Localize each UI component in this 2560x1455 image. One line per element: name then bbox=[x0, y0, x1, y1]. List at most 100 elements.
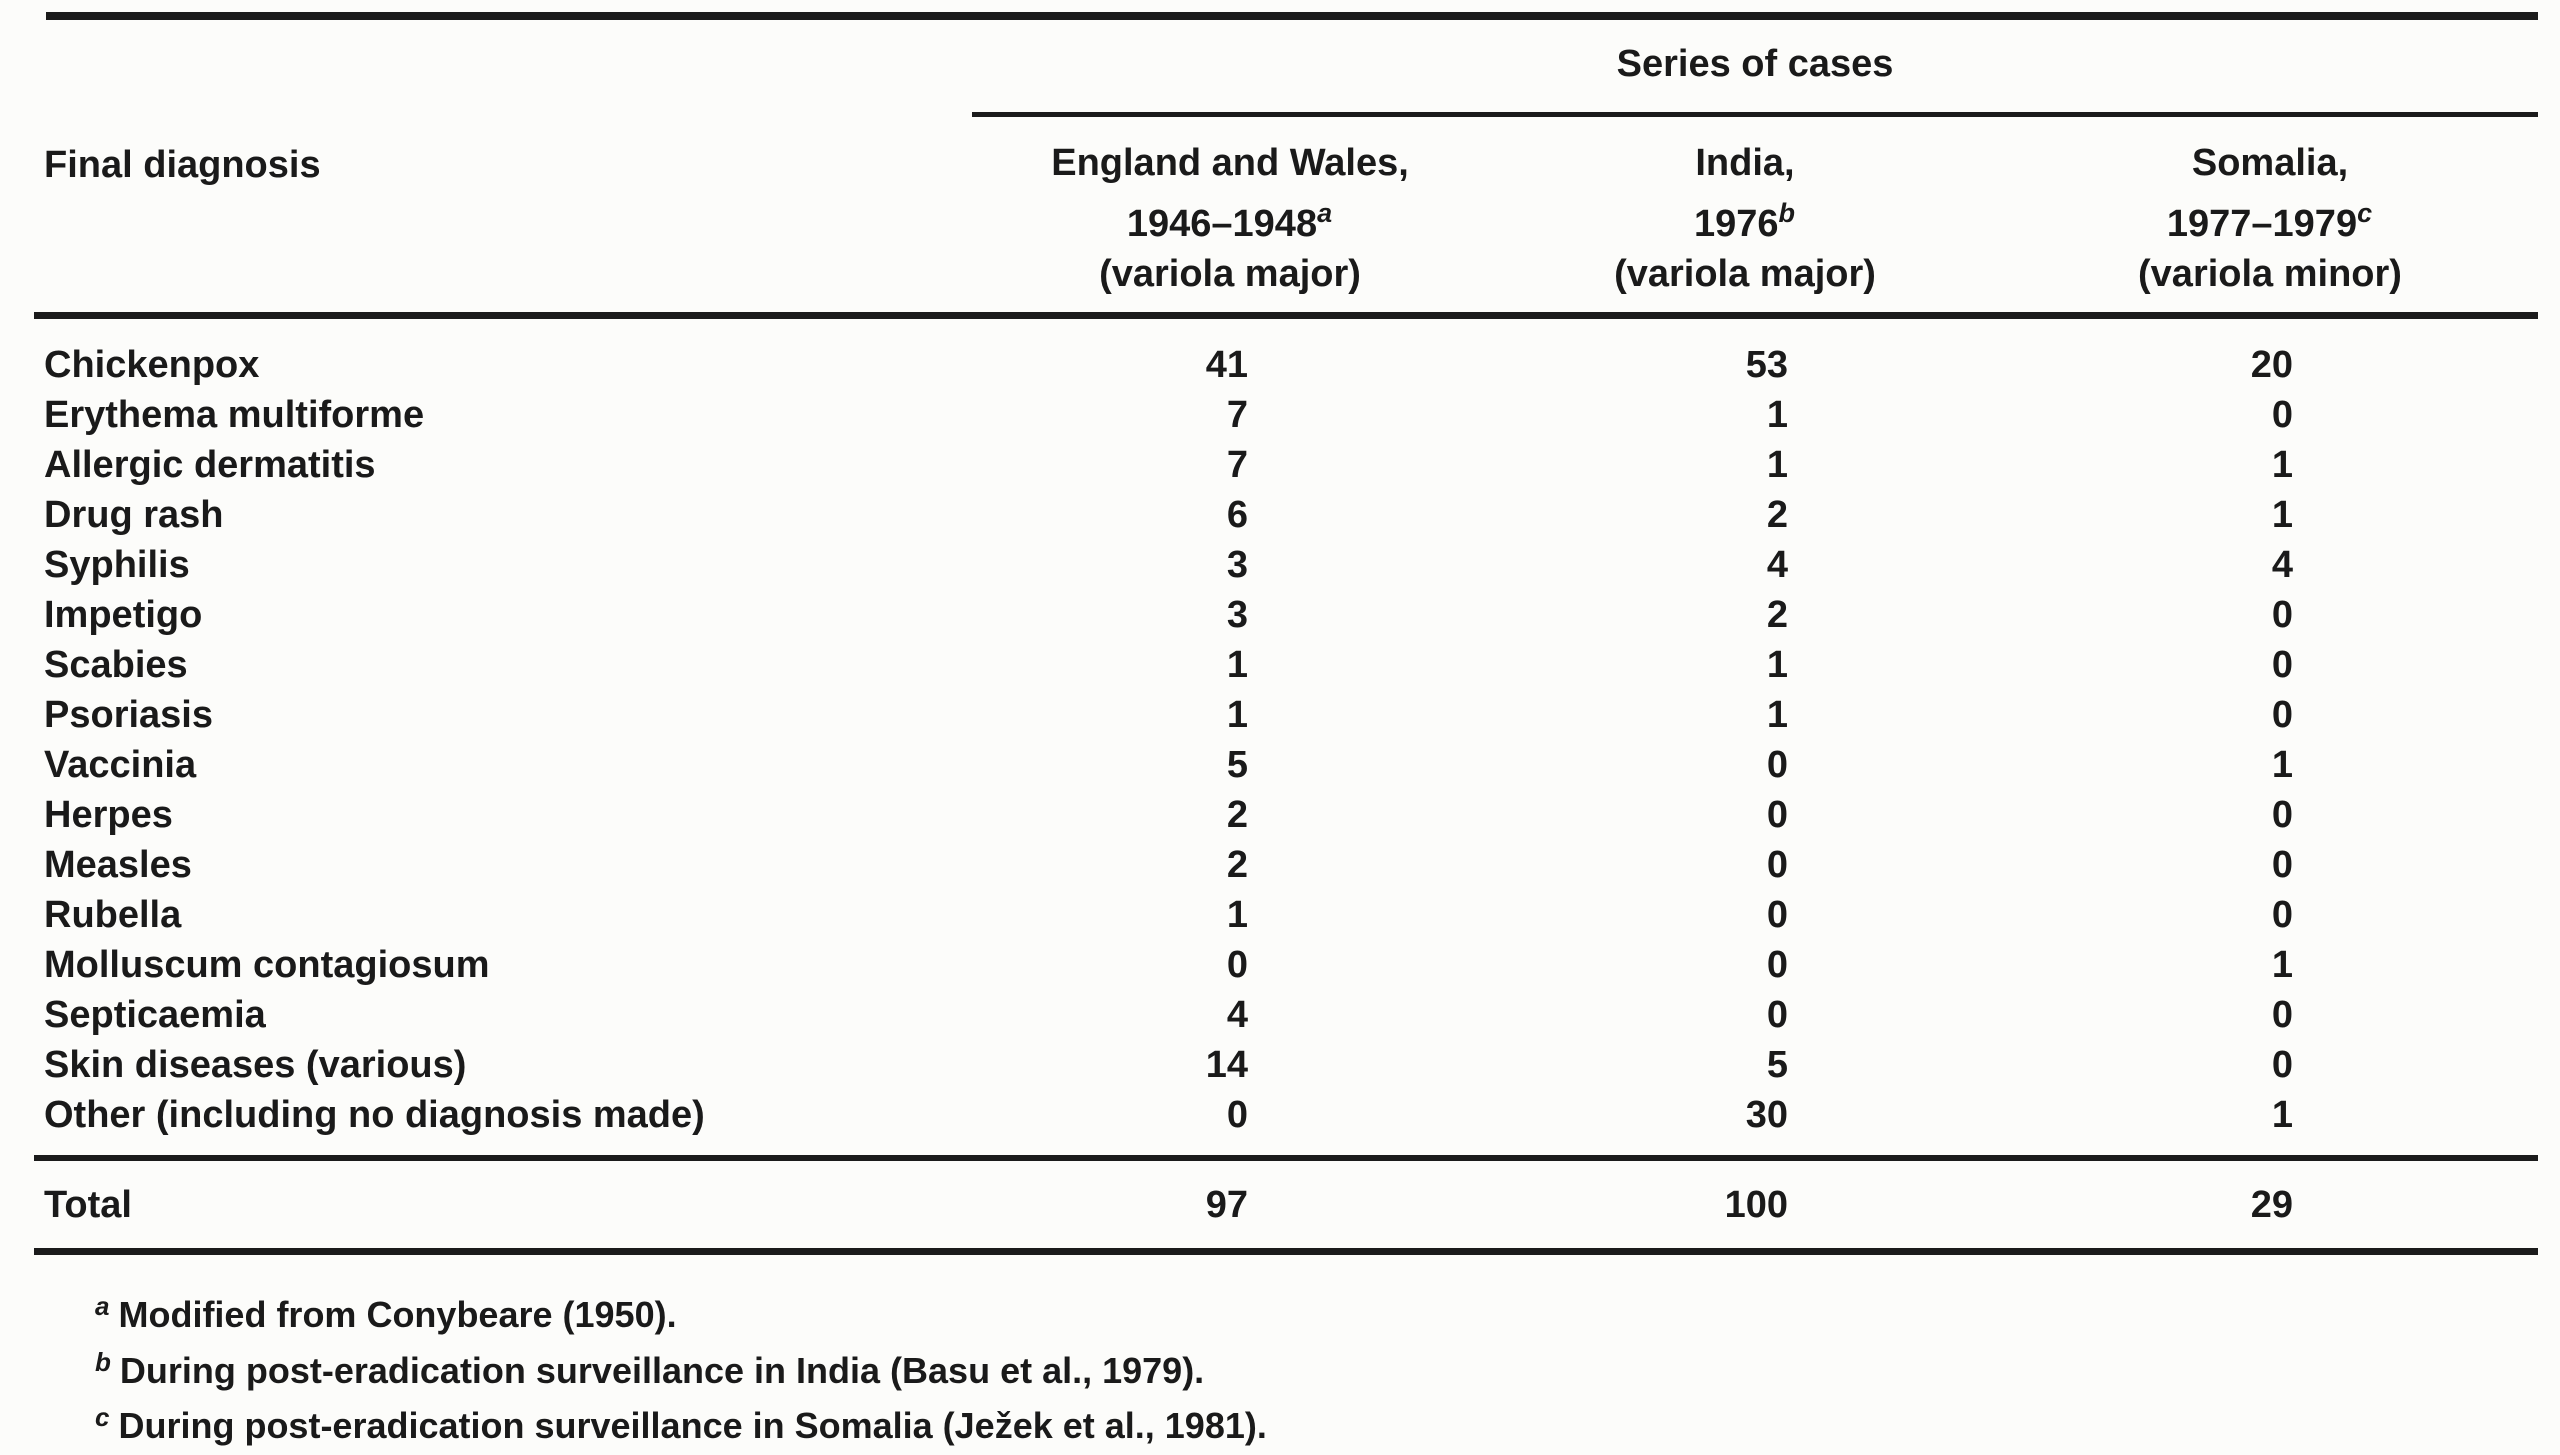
cell-value: 0 bbox=[1766, 894, 1788, 936]
cell-value: 7 bbox=[1226, 444, 1248, 486]
table-body: Chickenpox 41 53 20 Erythema multiforme … bbox=[0, 340, 2560, 1140]
cell-value: 2 bbox=[1766, 594, 1788, 636]
cell-value: 2 bbox=[1226, 794, 1248, 836]
footnotes: a Modified from Conybeare (1950). b During… bbox=[95, 1283, 1267, 1450]
table-row: Other (including no diagnosis made) 0 30… bbox=[0, 1090, 2560, 1140]
header-bottom-rule bbox=[34, 312, 2538, 319]
column-header-variola-type: (variola minor) bbox=[2138, 253, 2402, 295]
cell-value: 1 bbox=[1766, 394, 1788, 436]
cell-value: 2 bbox=[1766, 494, 1788, 536]
cell-value: 0 bbox=[1226, 1094, 1248, 1136]
column-header-years: 1977–1979c bbox=[1990, 188, 2550, 249]
row-label: Chickenpox bbox=[44, 344, 260, 386]
cell-value: 1 bbox=[1226, 694, 1248, 736]
cell-value: 2 bbox=[1226, 844, 1248, 886]
row-label: Impetigo bbox=[44, 594, 203, 636]
row-label: Other (including no diagnosis made) bbox=[44, 1094, 705, 1136]
row-label: Psoriasis bbox=[44, 694, 213, 736]
row-label: Allergic dermatitis bbox=[44, 444, 376, 486]
cell-value: 3 bbox=[1226, 544, 1248, 586]
cell-value: 0 bbox=[2271, 694, 2293, 736]
total-value: 97 bbox=[1205, 1184, 1248, 1226]
top-rule bbox=[46, 12, 2538, 20]
column-header-variola-type: (variola major) bbox=[1614, 253, 1876, 295]
cell-value: 14 bbox=[1205, 1044, 1248, 1086]
cell-value: 0 bbox=[2271, 394, 2293, 436]
table-row: Erythema multiforme 7 1 0 bbox=[0, 390, 2560, 440]
cell-value: 5 bbox=[1766, 1044, 1788, 1086]
years-text: 1946–1948 bbox=[1126, 203, 1318, 245]
column-header-somalia: Somalia, 1977–1979c (variola minor) bbox=[1990, 138, 2550, 299]
footnote-marker-a: a bbox=[1317, 198, 1334, 228]
table-row: Drug rash 6 2 1 bbox=[0, 490, 2560, 540]
table-row: Rubella 1 0 0 bbox=[0, 890, 2560, 940]
footnote-a: a Modified from Conybeare (1950). bbox=[95, 1283, 1267, 1339]
table-row: Syphilis 3 4 4 bbox=[0, 540, 2560, 590]
cell-value: 1 bbox=[2271, 744, 2293, 786]
column-header-years: 1946–1948a bbox=[950, 188, 1510, 249]
footnote-marker: c bbox=[95, 1402, 111, 1432]
cell-value: 0 bbox=[2271, 594, 2293, 636]
years-text: 1977–1979 bbox=[2166, 203, 2358, 245]
cell-value: 0 bbox=[2271, 644, 2293, 686]
footnote-marker: b bbox=[95, 1346, 112, 1377]
cell-value: 0 bbox=[1226, 944, 1248, 986]
footnote-marker-c: c bbox=[2357, 198, 2374, 228]
cell-value: 1 bbox=[2271, 494, 2293, 536]
table-row: Herpes 2 0 0 bbox=[0, 790, 2560, 840]
cell-value: 5 bbox=[1226, 744, 1248, 786]
years-text: 1976 bbox=[1693, 203, 1779, 245]
cell-value: 1 bbox=[2271, 444, 2293, 486]
total-top-rule bbox=[34, 1155, 2538, 1161]
cell-value: 30 bbox=[1745, 1094, 1788, 1136]
cell-value: 0 bbox=[1766, 744, 1788, 786]
final-diagnosis-header: Final diagnosis bbox=[44, 144, 321, 186]
table-row: Scabies 1 1 0 bbox=[0, 640, 2560, 690]
row-label: Molluscum contagiosum bbox=[44, 944, 490, 986]
total-value: 29 bbox=[2250, 1184, 2293, 1226]
cell-value: 4 bbox=[2271, 544, 2293, 586]
row-label: Septicaemia bbox=[44, 994, 266, 1036]
cell-value: 4 bbox=[1766, 544, 1788, 586]
column-header-years: 1976b bbox=[1465, 188, 2025, 249]
cell-value: 41 bbox=[1205, 344, 1248, 386]
row-label: Measles bbox=[44, 844, 192, 886]
footnote-text: During post-eradication surveillance in … bbox=[118, 1405, 1267, 1446]
total-row: Total 97 100 29 bbox=[0, 1180, 2560, 1230]
row-label: Syphilis bbox=[44, 544, 190, 586]
cell-value: 1 bbox=[1766, 444, 1788, 486]
column-header-england-wales: England and Wales, 1946–1948a (variola m… bbox=[950, 138, 1510, 299]
cell-value: 0 bbox=[1766, 844, 1788, 886]
footnote-c: c During post-eradication surveillance in… bbox=[95, 1394, 1267, 1450]
row-label: Drug rash bbox=[44, 494, 224, 536]
table-row: Psoriasis 1 1 0 bbox=[0, 690, 2560, 740]
column-header-region: India, bbox=[1695, 142, 1795, 184]
footnote-marker: a bbox=[95, 1291, 111, 1321]
row-label: Herpes bbox=[44, 794, 173, 836]
table-row: Measles 2 0 0 bbox=[0, 840, 2560, 890]
cell-value: 7 bbox=[1226, 394, 1248, 436]
total-label: Total bbox=[44, 1184, 132, 1226]
table-row: Chickenpox 41 53 20 bbox=[0, 340, 2560, 390]
row-label: Rubella bbox=[44, 894, 182, 936]
column-header-region: England and Wales, bbox=[1051, 142, 1409, 184]
cell-value: 0 bbox=[2271, 1044, 2293, 1086]
footnote-b: b During post-eradication surveillance in… bbox=[95, 1339, 1267, 1395]
footnote-text: Modified from Conybeare (1950). bbox=[118, 1294, 677, 1335]
column-header-region: Somalia, bbox=[2191, 142, 2349, 184]
table-row: Septicaemia 4 0 0 bbox=[0, 990, 2560, 1040]
total-value: 100 bbox=[1724, 1184, 1788, 1226]
cell-value: 0 bbox=[2271, 794, 2293, 836]
cell-value: 4 bbox=[1226, 994, 1248, 1036]
table-row: Skin diseases (various) 14 5 0 bbox=[0, 1040, 2560, 1090]
row-label: Scabies bbox=[44, 644, 188, 686]
table-row: Molluscum contagiosum 0 0 1 bbox=[0, 940, 2560, 990]
cell-value: 53 bbox=[1745, 344, 1788, 386]
footnote-text: During post-eradication surveillance in … bbox=[119, 1349, 1205, 1391]
column-header-variola-type: (variola major) bbox=[1099, 253, 1361, 295]
table-row: Vaccinia 5 0 1 bbox=[0, 740, 2560, 790]
table-row: Impetigo 3 2 0 bbox=[0, 590, 2560, 640]
cell-value: 0 bbox=[2271, 994, 2293, 1036]
total-bottom-rule bbox=[34, 1248, 2538, 1255]
